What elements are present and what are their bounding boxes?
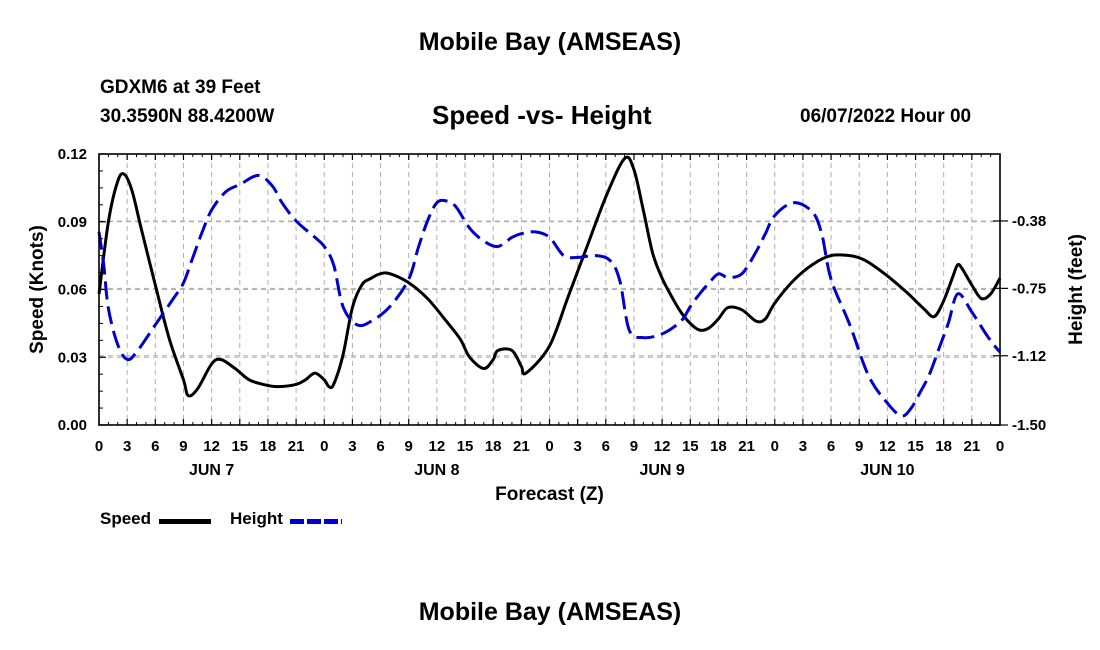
footer-title: Mobile Bay (AMSEAS) xyxy=(418,598,682,626)
x-tick-label: 3 xyxy=(123,438,131,455)
x-tick-label: 18 xyxy=(935,438,952,455)
y-tick-label: 0.00 xyxy=(58,417,87,434)
series-line-height xyxy=(97,173,1002,418)
x-tick-label: 9 xyxy=(855,438,863,455)
x-tick-label: 0 xyxy=(545,438,553,455)
x-axis-label: Forecast (Z) xyxy=(495,484,604,505)
x-tick-label: 0 xyxy=(771,438,779,455)
chart-subtitle: Speed -vs- Height xyxy=(432,100,652,130)
x-tick-label: 0 xyxy=(320,438,328,455)
y-tick-label: 0.03 xyxy=(58,349,87,366)
day-label: JUN 9 xyxy=(639,462,684,479)
x-tick-label: 21 xyxy=(964,438,981,455)
x-tick-label: 9 xyxy=(405,438,413,455)
ticks: 0 3 6 9 12 15 18 21 0 3 6 9 12 15 18 21 0 3 6 9 12 15 18 21 0 3 6 9… xyxy=(58,146,1046,479)
station-coordinates: 30.3590N 88.4200W xyxy=(100,106,275,127)
y2-axis-label: Height (feet) xyxy=(1066,234,1087,345)
legend-speed-label: Speed xyxy=(100,509,152,528)
y2-tick-label: -1.50 xyxy=(1012,417,1046,434)
x-tick-label: 15 xyxy=(457,438,474,455)
y2-tick-label: -0.75 xyxy=(1012,280,1046,297)
x-tick-label: 21 xyxy=(288,438,305,455)
x-tick-label: 9 xyxy=(630,438,638,455)
x-tick-label: 0 xyxy=(95,438,103,455)
x-tick-label: 0 xyxy=(996,438,1004,455)
legend-speed-swatch xyxy=(159,519,211,524)
y2-tick-label: -1.12 xyxy=(1012,348,1046,365)
legend-height-swatch xyxy=(290,519,342,524)
y2-tick-label: -0.38 xyxy=(1012,213,1046,230)
day-label: JUN 7 xyxy=(189,462,234,479)
x-tick-label: 12 xyxy=(879,438,896,455)
x-tick-label: 12 xyxy=(654,438,671,455)
y-tick-label: 0.06 xyxy=(58,282,87,299)
x-tick-label: 6 xyxy=(376,438,384,455)
y-tick-label: 0.12 xyxy=(58,146,87,163)
x-tick-label: 3 xyxy=(573,438,581,455)
x-tick-label: 3 xyxy=(799,438,807,455)
y-tick-label: 0.09 xyxy=(58,214,87,231)
x-tick-label: 18 xyxy=(485,438,502,455)
x-tick-label: 21 xyxy=(513,438,530,455)
x-tick-label: 15 xyxy=(907,438,924,455)
grid xyxy=(99,154,1000,425)
day-label: JUN 10 xyxy=(860,462,914,479)
x-tick-label: 6 xyxy=(602,438,610,455)
forecast-datetime: 06/07/2022 Hour 00 xyxy=(800,106,972,127)
x-tick-label: 18 xyxy=(710,438,727,455)
series-layer xyxy=(97,155,1002,418)
x-tick-label: 6 xyxy=(151,438,159,455)
x-tick-label: 12 xyxy=(429,438,446,455)
x-tick-label: 9 xyxy=(179,438,187,455)
series-line-speed xyxy=(97,155,1002,398)
x-tick-label: 21 xyxy=(738,438,755,455)
x-tick-label: 6 xyxy=(827,438,835,455)
legend-height-label: Height xyxy=(230,509,283,528)
day-label: JUN 8 xyxy=(414,462,459,479)
y-axis-label: Speed (Knots) xyxy=(27,225,48,354)
x-tick-label: 3 xyxy=(348,438,356,455)
x-tick-label: 12 xyxy=(203,438,220,455)
station-label: GDXM6 at 39 Feet xyxy=(100,77,261,98)
chart-title: Mobile Bay (AMSEAS) xyxy=(418,28,682,56)
x-tick-label: 18 xyxy=(260,438,277,455)
x-tick-label: 15 xyxy=(231,438,248,455)
x-tick-label: 15 xyxy=(682,438,699,455)
speed-height-chart: 0 3 6 9 12 15 18 21 0 3 6 9 12 15 18 21 0 3 6 9 12 15 18 21 0 3 6 9… xyxy=(27,146,1087,505)
